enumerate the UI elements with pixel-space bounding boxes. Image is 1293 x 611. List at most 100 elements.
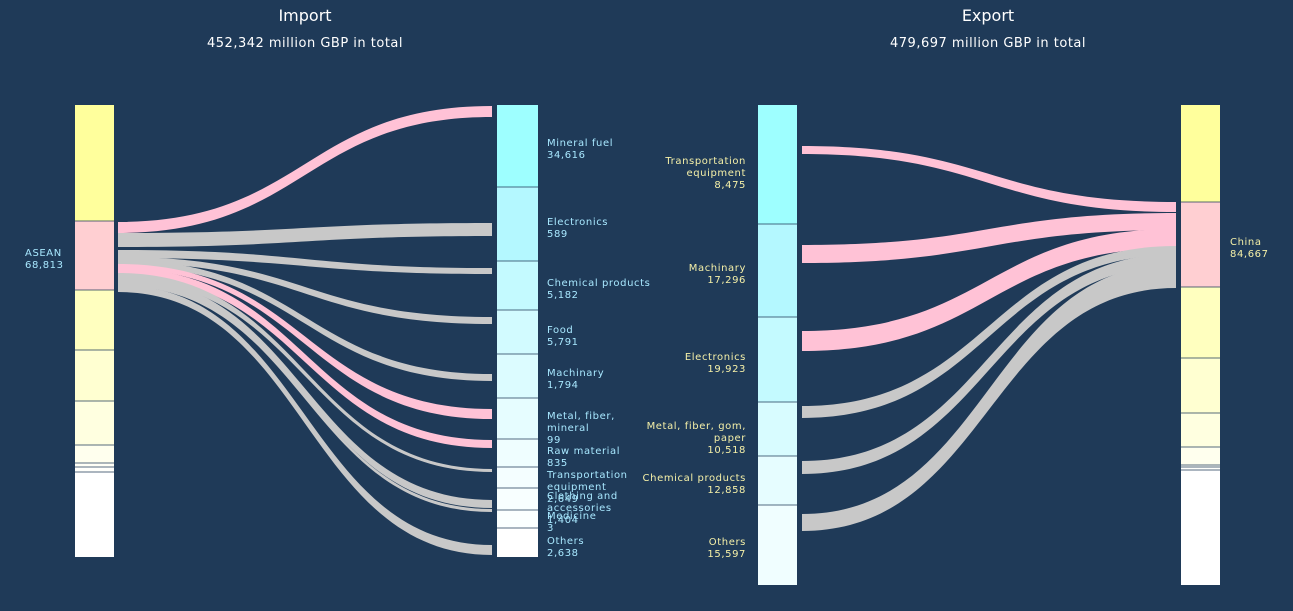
export-node-label-line: Transportation xyxy=(664,156,746,167)
export-node-label-line: 8,475 xyxy=(714,180,746,191)
import-flow xyxy=(118,285,492,555)
import-node-label-line: Chemical products xyxy=(547,278,650,289)
import-node-label: Raw material 835 xyxy=(547,446,620,469)
import-node-label: Mineral fuel 34,616 xyxy=(547,138,613,161)
import-node-bar xyxy=(497,105,538,187)
import-title: Import xyxy=(278,6,331,25)
import-node-label: Others 2,638 xyxy=(547,536,584,559)
import-node-bar xyxy=(497,528,538,557)
import-node-label: Electronics 589 xyxy=(547,217,608,240)
export-node-label-line: paper xyxy=(714,433,746,444)
export-node-label-line: 12,858 xyxy=(707,485,746,496)
import-node-label: Metal, fiber, mineral 99 xyxy=(547,411,615,446)
export-node-label-line: Chemical products xyxy=(643,473,746,484)
export-node-bar xyxy=(758,505,797,585)
export-target-label: China 84,667 xyxy=(1230,237,1269,260)
import-flow xyxy=(118,273,492,472)
import-node-label: Clothing and accessories 1,404 xyxy=(547,491,618,526)
import-source-segment xyxy=(75,401,114,445)
export-flow xyxy=(802,146,1176,212)
import-source-segment xyxy=(75,290,114,350)
export-title: Export xyxy=(962,6,1014,25)
import-node-label-line: 2,638 xyxy=(547,548,579,559)
import-node-bar xyxy=(497,261,538,310)
import-node-label-line: Clothing and xyxy=(547,491,618,502)
import-node-bar xyxy=(497,187,538,261)
import-source-segment xyxy=(75,472,114,557)
import-flow xyxy=(118,281,492,512)
export-target-label-line: China xyxy=(1230,237,1262,248)
export-subtitle: 479,697 million GBP in total xyxy=(890,36,1086,51)
flows-layer xyxy=(118,106,1176,555)
export-node-label-line: Metal, fiber, gom, xyxy=(647,421,746,432)
import-node-label-line: 99 xyxy=(547,435,561,446)
import-node-bar xyxy=(497,510,538,528)
import-node-label-line: Machinary xyxy=(547,368,604,379)
export-node-label: Metal, fiber, gom, paper 10,518 xyxy=(647,421,747,456)
export-node-label: Chemical products 12,858 xyxy=(643,473,746,496)
import-node-label-line: Raw material xyxy=(547,446,620,457)
import-node-label-line: 2,649 xyxy=(547,494,579,505)
import-node-label-line: Food xyxy=(547,325,573,336)
import-source-segment xyxy=(75,350,114,401)
import-node-label-line: 589 xyxy=(547,229,568,240)
import-node-label: Medicine 3 xyxy=(547,511,596,534)
export-target-segment xyxy=(1181,467,1220,470)
export-target-segment xyxy=(1181,202,1220,287)
import-node-label-line: Others xyxy=(547,536,584,547)
import-node-bar xyxy=(497,467,538,488)
export-node-label-line: Electronics xyxy=(685,352,746,363)
export-node-bar xyxy=(758,402,797,456)
import-node-label-line: 5,182 xyxy=(547,290,579,301)
import-source-segment xyxy=(75,463,114,467)
import-flow xyxy=(118,268,492,448)
import-node-label-line: 835 xyxy=(547,458,568,469)
import-flow xyxy=(118,257,492,324)
import-node-label-line: Transportation xyxy=(546,470,628,481)
import-node-label: Chemical products 5,182 xyxy=(547,278,650,301)
export-node-label: Others 15,597 xyxy=(707,537,746,560)
export-flow xyxy=(802,229,1176,351)
export-target-segment xyxy=(1181,358,1220,413)
import-flow xyxy=(118,250,492,274)
import-node-label-line: 3 xyxy=(547,523,554,534)
import-node-label-line: 5,791 xyxy=(547,337,579,348)
export-node-label: Transportation equipment 8,475 xyxy=(664,156,746,191)
import-source-segment xyxy=(75,221,114,290)
import-node-label-line: 34,616 xyxy=(547,150,586,161)
export-node-bar xyxy=(758,317,797,402)
import-flow xyxy=(118,264,492,419)
export-node-label-line: 10,518 xyxy=(707,445,746,456)
export-flow xyxy=(802,254,1176,474)
export-flow xyxy=(802,213,1176,263)
export-target-segment xyxy=(1181,287,1220,358)
export-node-label: Machinary 17,296 xyxy=(689,263,746,286)
export-node-label-line: 17,296 xyxy=(707,275,746,286)
import-source-segment xyxy=(75,467,114,472)
import-subtitle: 452,342 million GBP in total xyxy=(207,36,403,51)
import-node-label: Transportation equipment 2,649 xyxy=(546,470,628,505)
import-source-segment xyxy=(75,105,114,221)
import-node-label-line: Metal, fiber, xyxy=(547,411,615,422)
import-source-label: ASEAN 68,813 xyxy=(25,248,64,271)
import-source-segment xyxy=(75,445,114,463)
import-node-label-line: 1,404 xyxy=(547,515,579,526)
export-node-label-line: 15,597 xyxy=(707,549,746,560)
import-flow xyxy=(118,223,492,247)
export-node-label-line: equipment xyxy=(686,168,746,179)
import-node-label: Food 5,791 xyxy=(547,325,579,348)
import-node-label: Machinary 1,794 xyxy=(547,368,604,391)
export-target-segment xyxy=(1181,413,1220,447)
import-source-label-line: ASEAN xyxy=(25,248,62,259)
export-node-label-line: Others xyxy=(709,537,746,548)
export-flow xyxy=(802,246,1176,418)
import-node-bar xyxy=(497,354,538,398)
import-flow xyxy=(118,277,492,508)
export-node-bar xyxy=(758,456,797,505)
export-target-segment xyxy=(1181,465,1220,467)
export-node-bar xyxy=(758,105,797,224)
export-node-bar xyxy=(758,224,797,317)
import-node-label-line: mineral xyxy=(547,423,589,434)
